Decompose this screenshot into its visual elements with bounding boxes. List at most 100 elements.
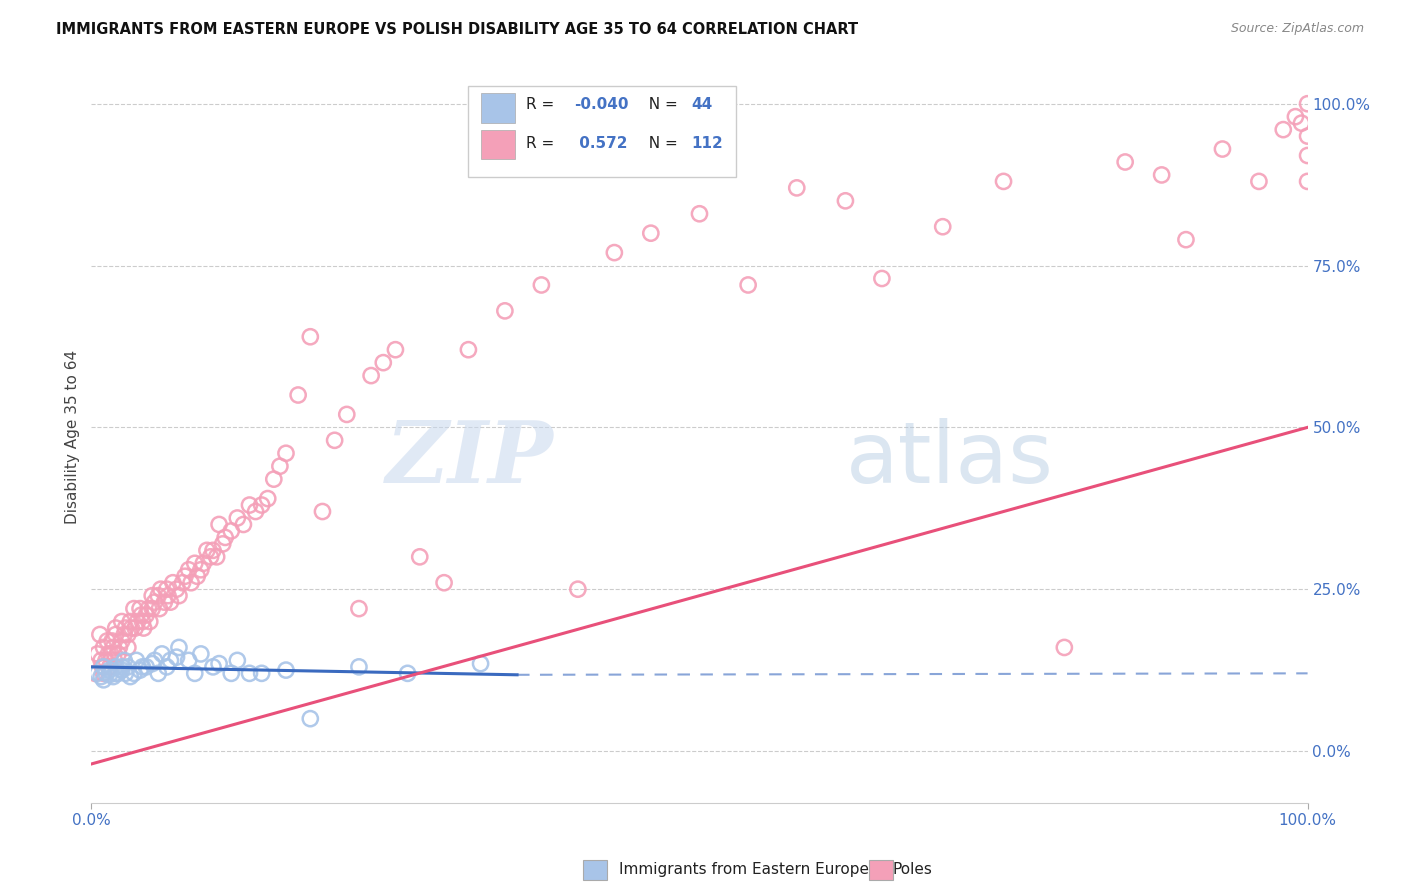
- Point: [274, 663, 297, 677]
- Point: [159, 653, 181, 667]
- Point: [870, 271, 893, 285]
- Point: [1272, 122, 1295, 136]
- Point: [156, 660, 179, 674]
- Point: [184, 666, 207, 681]
- Point: [104, 666, 127, 681]
- Point: [786, 181, 808, 195]
- Point: [172, 575, 194, 590]
- FancyBboxPatch shape: [481, 130, 515, 159]
- Point: [347, 660, 370, 674]
- Point: [96, 634, 118, 648]
- Point: [98, 660, 121, 674]
- Point: [111, 615, 134, 629]
- Point: [156, 582, 179, 597]
- Point: [84, 666, 107, 681]
- Text: 44: 44: [690, 96, 713, 112]
- Point: [114, 621, 136, 635]
- Point: [433, 575, 456, 590]
- Point: [127, 615, 149, 629]
- FancyBboxPatch shape: [468, 86, 735, 178]
- Point: [143, 653, 166, 667]
- Point: [122, 666, 145, 681]
- Text: 0.572: 0.572: [574, 136, 627, 151]
- Point: [336, 408, 359, 422]
- Text: 112: 112: [690, 136, 723, 151]
- Point: [135, 608, 157, 623]
- Point: [114, 666, 136, 681]
- Point: [177, 653, 200, 667]
- Point: [104, 627, 127, 641]
- Point: [93, 660, 115, 674]
- Point: [470, 657, 492, 671]
- Point: [93, 666, 115, 681]
- Point: [396, 666, 419, 681]
- Point: [1114, 155, 1136, 169]
- Point: [104, 660, 127, 674]
- Point: [124, 621, 146, 635]
- Point: [138, 601, 160, 615]
- Point: [323, 434, 346, 448]
- Point: [360, 368, 382, 383]
- Point: [93, 673, 115, 687]
- Point: [232, 517, 254, 532]
- FancyBboxPatch shape: [481, 94, 515, 122]
- Point: [91, 660, 114, 674]
- Point: [108, 640, 131, 655]
- Point: [384, 343, 406, 357]
- Point: [117, 660, 139, 674]
- Point: [149, 582, 172, 597]
- Point: [141, 601, 163, 615]
- Point: [1211, 142, 1233, 156]
- Point: [129, 608, 152, 623]
- Point: [117, 640, 139, 655]
- Point: [111, 660, 134, 674]
- Point: [219, 524, 242, 538]
- Text: Source: ZipAtlas.com: Source: ZipAtlas.com: [1230, 22, 1364, 36]
- Point: [162, 575, 184, 590]
- Point: [94, 666, 117, 681]
- Point: [1296, 174, 1319, 188]
- Point: [180, 575, 202, 590]
- Point: [86, 647, 108, 661]
- Point: [112, 653, 135, 667]
- Point: [238, 498, 260, 512]
- Point: [135, 660, 157, 674]
- Point: [101, 634, 124, 648]
- Point: [299, 712, 322, 726]
- Point: [211, 537, 233, 551]
- Point: [186, 569, 208, 583]
- Text: IMMIGRANTS FROM EASTERN EUROPE VS POLISH DISABILITY AGE 35 TO 64 CORRELATION CHA: IMMIGRANTS FROM EASTERN EUROPE VS POLISH…: [56, 22, 859, 37]
- Point: [97, 647, 120, 661]
- Point: [90, 653, 112, 667]
- Point: [1296, 129, 1319, 144]
- Point: [103, 640, 125, 655]
- Point: [737, 277, 759, 292]
- Point: [121, 621, 143, 635]
- Point: [132, 621, 155, 635]
- Point: [159, 595, 181, 609]
- Point: [1053, 640, 1076, 655]
- Point: [93, 640, 115, 655]
- Point: [141, 589, 163, 603]
- Point: [94, 653, 117, 667]
- Point: [131, 615, 153, 629]
- Point: [166, 650, 188, 665]
- Point: [208, 517, 231, 532]
- Point: [148, 601, 170, 615]
- Point: [530, 277, 553, 292]
- Point: [125, 653, 148, 667]
- Point: [1291, 116, 1313, 130]
- Point: [156, 589, 179, 603]
- Text: R =: R =: [526, 136, 558, 151]
- Point: [226, 653, 249, 667]
- Point: [190, 647, 212, 661]
- Point: [150, 647, 173, 661]
- Point: [640, 226, 662, 240]
- Point: [250, 498, 273, 512]
- Point: [184, 557, 207, 571]
- Text: N =: N =: [638, 96, 682, 112]
- Point: [195, 543, 218, 558]
- Point: [238, 666, 260, 681]
- Point: [148, 589, 170, 603]
- Point: [299, 330, 322, 344]
